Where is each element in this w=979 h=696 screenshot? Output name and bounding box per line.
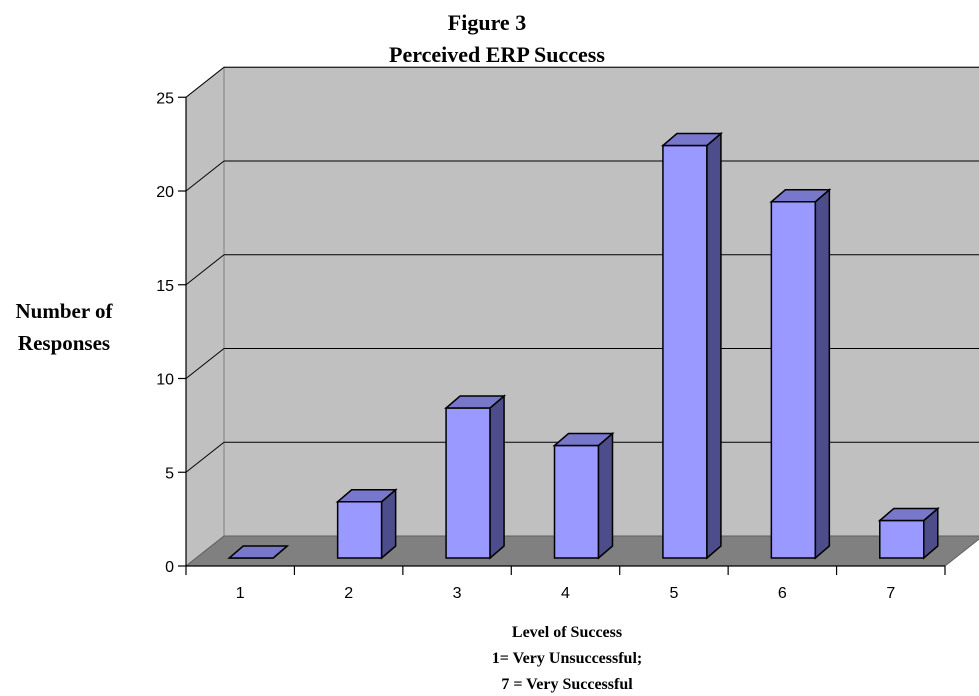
x-axis-label-line-2: 1= Very Unsuccessful; [492, 650, 642, 667]
bar [335, 488, 398, 560]
y-tick-label: 25 [156, 90, 174, 107]
bar-side [814, 188, 831, 560]
x-tick-label: 1 [236, 585, 245, 602]
y-tick-label: 15 [156, 278, 174, 295]
y-tick-labels: 0 5 10 15 20 25 [156, 90, 174, 576]
bar-front [445, 407, 491, 559]
x-tick-label: 2 [344, 585, 353, 602]
x-tick-label: 5 [669, 585, 678, 602]
x-tick-label: 6 [778, 585, 787, 602]
chart-title: Figure 3 [448, 10, 526, 35]
y-tick-label: 20 [156, 184, 174, 201]
bar-top [335, 489, 398, 503]
x-tick-label: 7 [886, 585, 895, 602]
y-tick-label: 5 [165, 465, 174, 482]
gridline-side [185, 254, 225, 286]
side-wall [185, 66, 225, 568]
y-axis-label-line-2: Responses [18, 331, 110, 355]
x-axis-label-line-3: 7 = Very Successful [501, 676, 633, 693]
bar-side [706, 131, 722, 560]
x-tick-label: 3 [453, 585, 462, 602]
y-axis-label-line-1: Number of [15, 299, 113, 323]
bar-front [336, 501, 383, 559]
bar-side [597, 431, 614, 560]
gridline-side [185, 441, 225, 473]
bar [660, 131, 723, 560]
y-tick-label: 10 [156, 372, 174, 389]
x-axis-label-line-1: Level of Success [512, 624, 622, 641]
bar-front [662, 144, 708, 559]
axes [178, 96, 946, 575]
bar-top [227, 545, 290, 559]
bar-top [552, 432, 615, 447]
y-tick-label: 0 [165, 559, 174, 576]
bar-top [877, 507, 940, 522]
gridline-side [185, 160, 225, 192]
bar-front [879, 519, 925, 559]
chart-subtitle: Perceived ERP Success [389, 42, 605, 67]
bar-side [489, 394, 505, 560]
bar-top [660, 132, 723, 147]
bar [769, 188, 832, 560]
x-tick-labels: 1 2 3 4 5 6 7 [236, 585, 896, 602]
bar [227, 545, 290, 559]
bar [444, 394, 507, 560]
bar-top [769, 189, 832, 203]
gridline-side [185, 66, 225, 98]
bar [552, 431, 615, 560]
bar-front [770, 201, 817, 559]
bars [227, 131, 940, 560]
bar-top [444, 395, 507, 409]
gridline-side [185, 348, 225, 379]
bar [877, 506, 940, 560]
bar-front [553, 444, 600, 559]
x-tick-label: 4 [561, 585, 570, 602]
